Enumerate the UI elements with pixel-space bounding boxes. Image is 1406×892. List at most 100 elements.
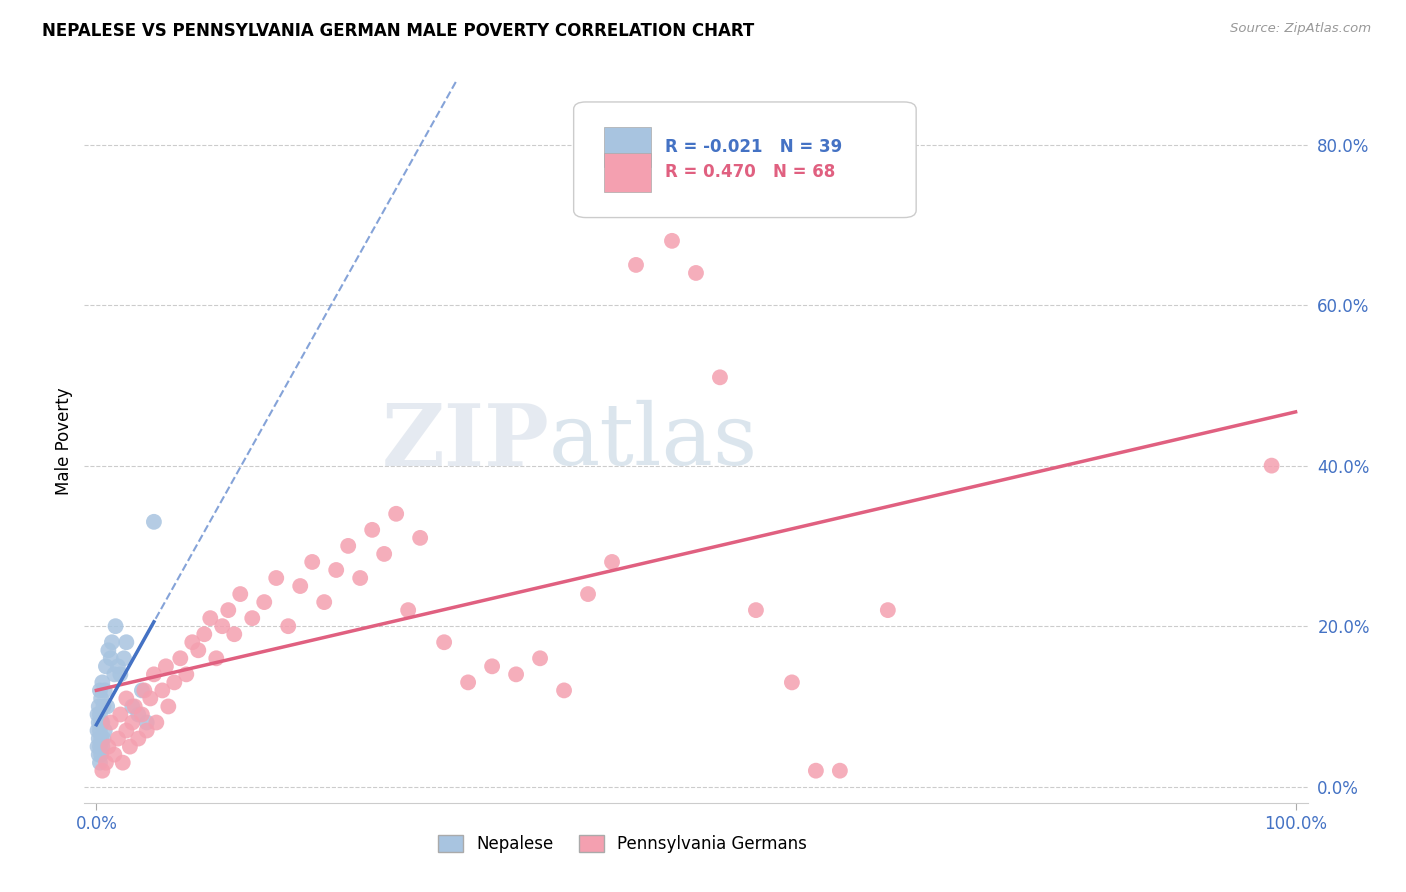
Point bbox=[89, 723, 111, 738]
Point bbox=[115, 723, 138, 738]
Point bbox=[169, 651, 191, 665]
Point bbox=[91, 675, 114, 690]
Point bbox=[100, 651, 122, 665]
Point bbox=[115, 635, 138, 649]
Point bbox=[90, 691, 112, 706]
Legend: Nepalese, Pennsylvania Germans: Nepalese, Pennsylvania Germans bbox=[432, 828, 814, 860]
Point bbox=[150, 683, 173, 698]
Point bbox=[93, 731, 115, 746]
Point bbox=[124, 699, 146, 714]
Point bbox=[433, 635, 456, 649]
Text: ZIP: ZIP bbox=[381, 400, 550, 483]
Point bbox=[553, 683, 575, 698]
Point bbox=[89, 756, 111, 770]
Y-axis label: Male Poverty: Male Poverty bbox=[55, 388, 73, 495]
Point bbox=[361, 523, 384, 537]
Point bbox=[93, 723, 117, 738]
Point bbox=[94, 659, 117, 673]
Point bbox=[163, 675, 186, 690]
Point bbox=[576, 587, 599, 601]
Point bbox=[87, 747, 110, 762]
Text: R = 0.470   N = 68: R = 0.470 N = 68 bbox=[665, 163, 835, 181]
FancyBboxPatch shape bbox=[605, 153, 651, 193]
Point bbox=[134, 683, 156, 698]
Point bbox=[90, 747, 112, 762]
Text: NEPALESE VS PENNSYLVANIA GERMAN MALE POVERTY CORRELATION CHART: NEPALESE VS PENNSYLVANIA GERMAN MALE POV… bbox=[42, 22, 755, 40]
Point bbox=[200, 611, 222, 625]
Point bbox=[112, 651, 135, 665]
Point bbox=[396, 603, 419, 617]
Point bbox=[97, 739, 120, 754]
Point bbox=[804, 764, 827, 778]
Point bbox=[91, 739, 114, 754]
Point bbox=[91, 764, 114, 778]
Point bbox=[142, 667, 165, 681]
Point bbox=[103, 747, 125, 762]
Point bbox=[86, 723, 108, 738]
Point bbox=[529, 651, 551, 665]
Point bbox=[96, 699, 118, 714]
Point bbox=[101, 635, 124, 649]
Point bbox=[155, 659, 177, 673]
Point bbox=[110, 667, 132, 681]
Point bbox=[290, 579, 312, 593]
Point bbox=[600, 555, 623, 569]
Point bbox=[187, 643, 209, 657]
Point bbox=[240, 611, 263, 625]
Point bbox=[91, 715, 114, 730]
Text: atlas: atlas bbox=[550, 400, 758, 483]
Point bbox=[86, 707, 108, 722]
Point bbox=[373, 547, 395, 561]
Point bbox=[264, 571, 287, 585]
Point bbox=[624, 258, 647, 272]
Point bbox=[87, 715, 110, 730]
FancyBboxPatch shape bbox=[605, 128, 651, 167]
Point bbox=[181, 635, 204, 649]
Point bbox=[115, 691, 138, 706]
Point bbox=[89, 707, 111, 722]
Point bbox=[157, 699, 180, 714]
Point bbox=[314, 595, 336, 609]
Point bbox=[349, 571, 371, 585]
Point bbox=[325, 563, 347, 577]
Point bbox=[661, 234, 683, 248]
Point bbox=[127, 707, 149, 722]
Point bbox=[685, 266, 707, 280]
Point bbox=[131, 707, 153, 722]
Point bbox=[229, 587, 252, 601]
Point bbox=[1260, 458, 1282, 473]
Point bbox=[104, 619, 127, 633]
Point bbox=[139, 691, 162, 706]
Text: R = -0.021   N = 39: R = -0.021 N = 39 bbox=[665, 138, 842, 156]
Point bbox=[457, 675, 479, 690]
Point bbox=[121, 715, 143, 730]
Point bbox=[135, 715, 157, 730]
Point bbox=[145, 715, 167, 730]
Point bbox=[107, 731, 129, 746]
Point bbox=[100, 715, 122, 730]
Point bbox=[481, 659, 503, 673]
Point bbox=[89, 739, 111, 754]
Point bbox=[87, 731, 110, 746]
Point bbox=[224, 627, 246, 641]
Point bbox=[409, 531, 432, 545]
Point bbox=[828, 764, 851, 778]
Point bbox=[253, 595, 276, 609]
Point bbox=[118, 739, 141, 754]
Point bbox=[111, 756, 134, 770]
Point bbox=[142, 515, 165, 529]
Point bbox=[131, 683, 153, 698]
Point bbox=[211, 619, 233, 633]
Point bbox=[110, 707, 132, 722]
Point bbox=[337, 539, 360, 553]
Point bbox=[505, 667, 527, 681]
FancyBboxPatch shape bbox=[574, 102, 917, 218]
Point bbox=[780, 675, 803, 690]
Point bbox=[193, 627, 215, 641]
Point bbox=[876, 603, 898, 617]
Point bbox=[93, 683, 117, 698]
Point bbox=[217, 603, 239, 617]
Point bbox=[97, 643, 120, 657]
Point bbox=[86, 739, 108, 754]
Point bbox=[745, 603, 768, 617]
